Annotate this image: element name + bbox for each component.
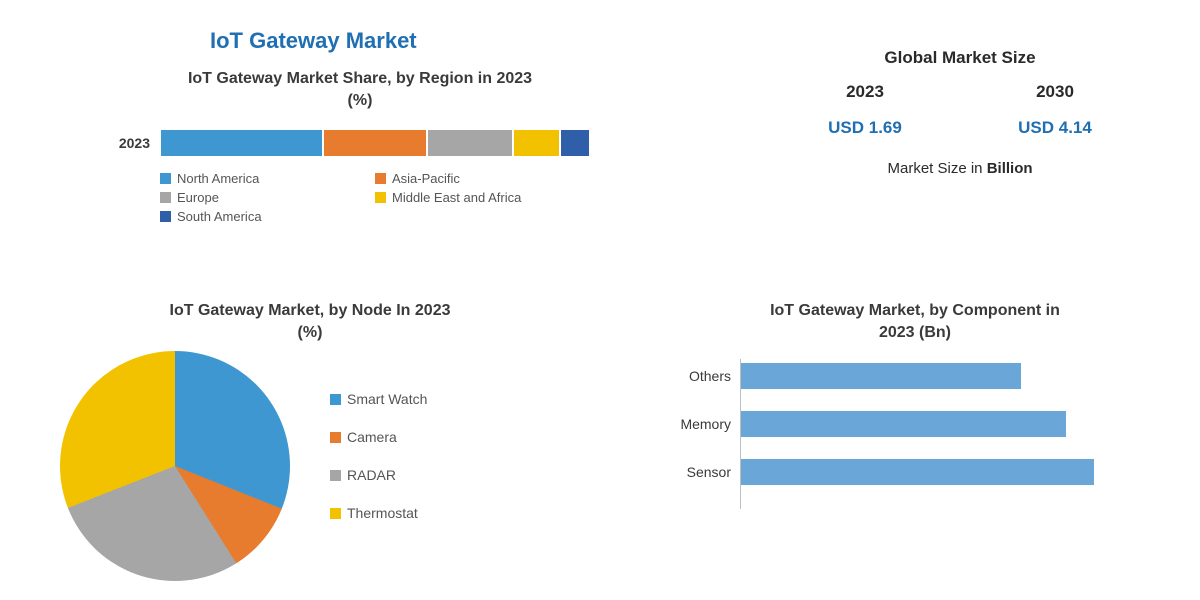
share-legend-item-4: South America [160, 209, 375, 224]
gms-value-1: USD 4.14 [1018, 118, 1092, 138]
pie-title-line1: IoT Gateway Market, by Node In 2023 [170, 302, 451, 319]
pie-legend-item-1: Camera [330, 429, 427, 445]
share-chart-title: IoT Gateway Market Share, by Region in 2… [100, 68, 620, 111]
share-legend-item-0: North America [160, 171, 375, 186]
pie-title-line2: (%) [298, 324, 323, 341]
gms-footer-prefix: Market Size in [887, 160, 986, 177]
gms-footer-bold: Billion [987, 160, 1033, 177]
share-legend-item-2: Europe [160, 190, 375, 205]
gms-value-0: USD 1.69 [828, 118, 902, 138]
pie-graphic [60, 351, 290, 581]
share-seg-3 [513, 129, 560, 157]
share-y-label: 2023 [100, 135, 160, 151]
share-bar-row: 2023 [100, 129, 620, 157]
share-legend-item-3: Middle East and Africa [375, 190, 590, 205]
share-legend-swatch-1 [375, 173, 386, 184]
comp-label-2: Sensor [645, 464, 731, 480]
share-legend-swatch-4 [160, 211, 171, 222]
page-title: IoT Gateway Market [210, 28, 417, 54]
share-stacked-bar [160, 129, 590, 157]
share-seg-4 [560, 129, 590, 157]
share-legend-swatch-2 [160, 192, 171, 203]
comp-row-2: Sensor [741, 459, 1180, 485]
share-chart: IoT Gateway Market Share, by Region in 2… [100, 68, 620, 228]
share-legend-label-4: South America [177, 209, 262, 224]
share-legend-label-3: Middle East and Africa [392, 190, 521, 205]
gms-values-row: USD 1.69 USD 4.14 [770, 118, 1150, 138]
pie-legend-swatch-2 [330, 470, 341, 481]
pie-legend-item-3: Thermostat [330, 505, 427, 521]
share-legend-label-1: Asia-Pacific [392, 171, 460, 186]
gms-footer: Market Size in Billion [770, 160, 1150, 177]
share-seg-1 [323, 129, 426, 157]
pie-legend-label-1: Camera [347, 429, 397, 445]
component-chart-title: IoT Gateway Market, by Component in 2023… [650, 300, 1180, 343]
gms-year-1: 2030 [1036, 82, 1074, 102]
gms-title: Global Market Size [770, 48, 1150, 68]
share-legend-label-2: Europe [177, 190, 219, 205]
comp-label-1: Memory [645, 416, 731, 432]
component-chart: IoT Gateway Market, by Component in 2023… [650, 300, 1180, 509]
pie-legend-item-2: RADAR [330, 467, 427, 483]
pie-legend-item-0: Smart Watch [330, 391, 427, 407]
comp-bar-0 [741, 363, 1021, 389]
pie-legend-label-3: Thermostat [347, 505, 418, 521]
comp-bar-2 [741, 459, 1094, 485]
gms-years-row: 2023 2030 [770, 82, 1150, 102]
comp-title-line2: 2023 (Bn) [879, 324, 951, 341]
pie-legend-swatch-3 [330, 508, 341, 519]
share-legend: North America Asia-Pacific Europe Middle Ea… [160, 171, 590, 228]
share-seg-2 [427, 129, 513, 157]
pie-legend-label-0: Smart Watch [347, 391, 427, 407]
component-plot-area: Others Memory Sensor [740, 359, 1180, 509]
share-title-line1: IoT Gateway Market Share, by Region in 2… [188, 70, 532, 87]
comp-row-1: Memory [741, 411, 1180, 437]
share-legend-swatch-0 [160, 173, 171, 184]
comp-bar-1 [741, 411, 1066, 437]
pie-legend-swatch-0 [330, 394, 341, 405]
comp-label-0: Others [645, 368, 731, 384]
share-legend-label-0: North America [177, 171, 259, 186]
share-seg-0 [160, 129, 323, 157]
pie-chart-title: IoT Gateway Market, by Node In 2023 (%) [100, 300, 520, 343]
comp-row-0: Others [741, 363, 1180, 389]
share-legend-item-1: Asia-Pacific [375, 171, 590, 186]
pie-legend-label-2: RADAR [347, 467, 396, 483]
share-title-line2: (%) [348, 92, 373, 109]
pie-legend-swatch-1 [330, 432, 341, 443]
pie-chart: IoT Gateway Market, by Node In 2023 (%) … [60, 300, 620, 581]
comp-title-line1: IoT Gateway Market, by Component in [770, 302, 1060, 319]
global-market-size: Global Market Size 2023 2030 USD 1.69 US… [770, 48, 1150, 177]
gms-year-0: 2023 [846, 82, 884, 102]
pie-legend: Smart Watch Camera RADAR Thermostat [330, 391, 427, 543]
pie-wrap: Smart Watch Camera RADAR Thermostat [60, 351, 620, 581]
share-legend-swatch-3 [375, 192, 386, 203]
